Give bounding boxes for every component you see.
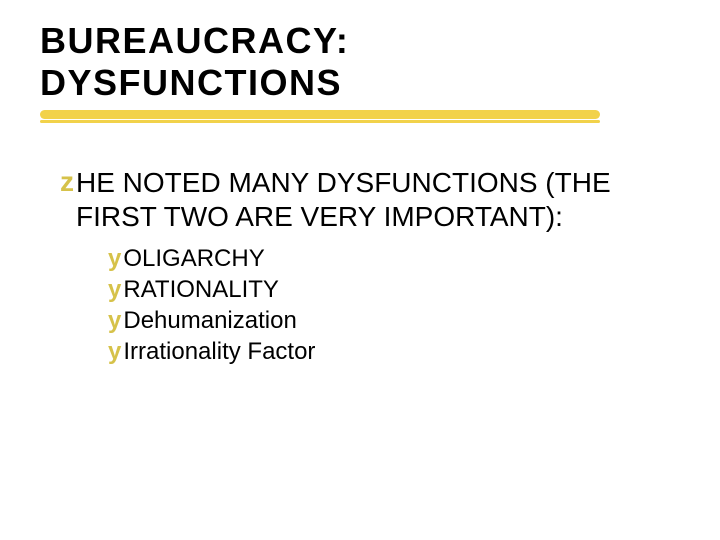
title-block: BUREAUCRACY: DYSFUNCTIONS [40,20,680,126]
body-text-line-2: FIRST TWO ARE VERY IMPORTANT): [76,200,611,234]
underline-thick [40,110,600,119]
y-bullet-icon: y [108,307,121,336]
title-underline [40,110,600,126]
z-bullet-icon: z [60,166,74,198]
y-bullet-icon: y [108,245,121,274]
sub-point: y Irrationality Factor [108,338,680,367]
body-text-wrap: HE NOTED MANY DYSFUNCTIONS (THE FIRST TW… [76,166,611,233]
sub-point: y Dehumanization [108,307,680,336]
slide: BUREAUCRACY: DYSFUNCTIONS z HE NOTED MAN… [0,0,720,540]
sub-item-label: RATIONALITY [123,276,279,304]
title-line-2: DYSFUNCTIONS [40,62,680,104]
sub-item-label: Irrationality Factor [123,338,315,366]
y-bullet-icon: y [108,338,121,367]
underline-thin [40,120,600,123]
body-point: z HE NOTED MANY DYSFUNCTIONS (THE FIRST … [60,166,680,233]
sub-point: y RATIONALITY [108,276,680,305]
y-bullet-icon: y [108,276,121,305]
sub-point: y OLIGARCHY [108,245,680,274]
title-line-1: BUREAUCRACY: [40,20,680,62]
sub-item-label: Dehumanization [123,307,296,335]
body-text-line-1: HE NOTED MANY DYSFUNCTIONS (THE [76,166,611,200]
sub-item-label: OLIGARCHY [123,245,264,273]
